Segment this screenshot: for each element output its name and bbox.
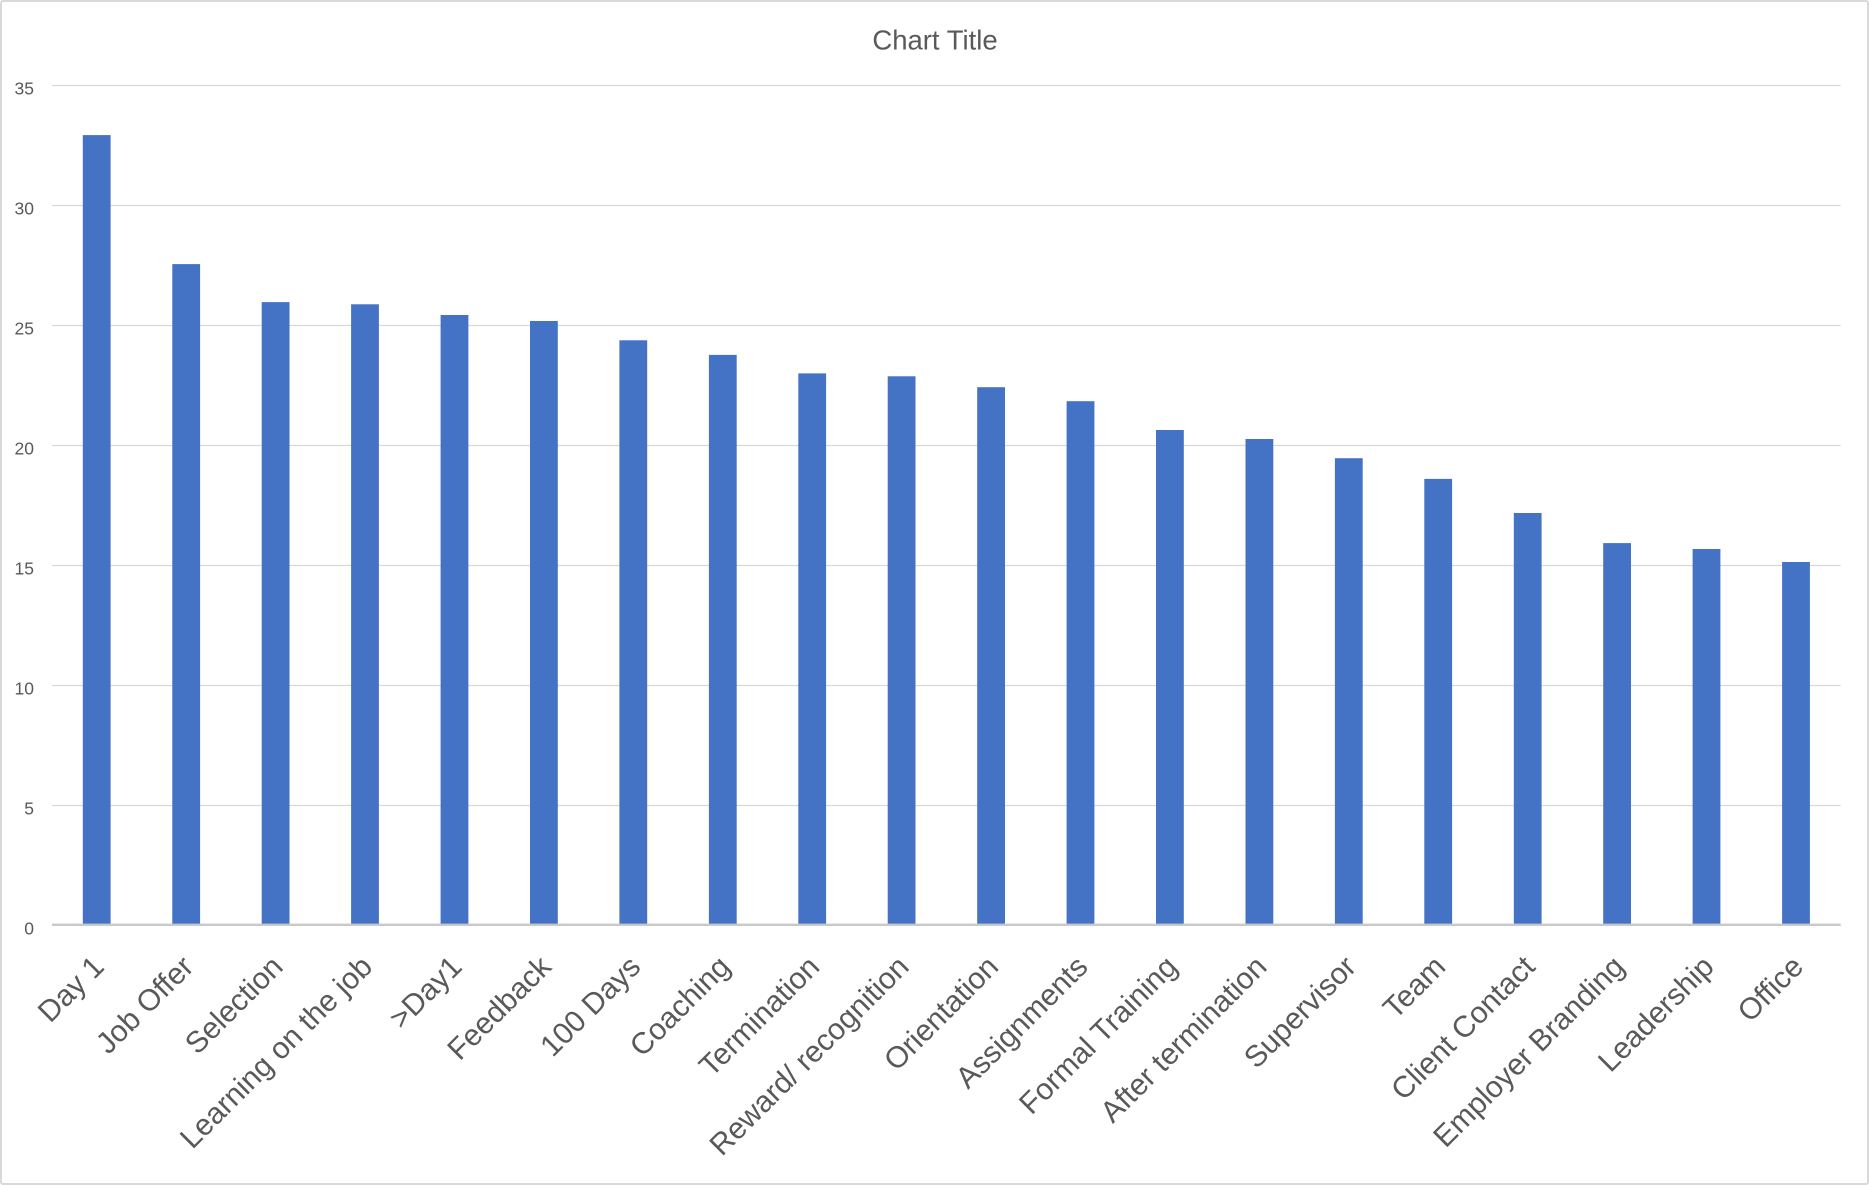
svg-text:After termination: After termination	[1094, 950, 1273, 1129]
svg-text:25: 25	[15, 319, 34, 339]
svg-text:Chart Title: Chart Title	[872, 25, 997, 56]
svg-text:Office: Office	[1732, 950, 1810, 1028]
svg-text:15: 15	[15, 559, 34, 579]
svg-text:Job Offer: Job Offer	[90, 950, 200, 1060]
svg-text:Team: Team	[1377, 950, 1452, 1025]
svg-text:Day 1: Day 1	[32, 950, 111, 1029]
svg-text:30: 30	[15, 199, 35, 219]
svg-text:0: 0	[24, 919, 34, 939]
svg-text:5: 5	[24, 799, 34, 819]
svg-text:10: 10	[15, 679, 35, 699]
svg-text:Formal Training: Formal Training	[1013, 950, 1184, 1121]
svg-text:35: 35	[15, 79, 34, 99]
svg-text:>Day1: >Day1	[383, 950, 468, 1035]
svg-text:20: 20	[15, 439, 35, 459]
